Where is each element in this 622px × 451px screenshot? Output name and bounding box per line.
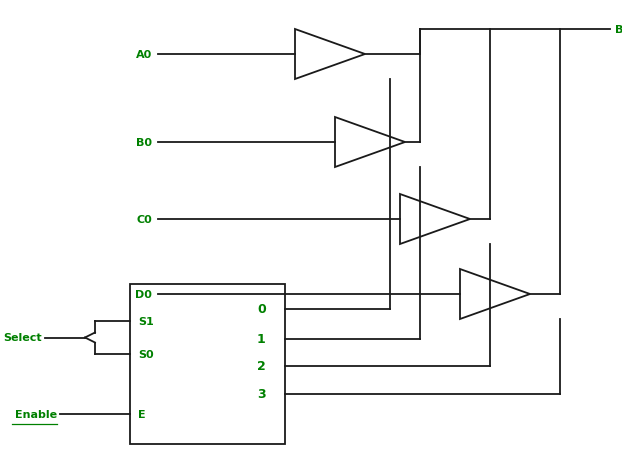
Text: S0: S0 (138, 349, 154, 359)
Text: A0: A0 (136, 50, 152, 60)
Text: Enable: Enable (15, 409, 57, 419)
Text: 3: 3 (257, 388, 266, 400)
Text: D0: D0 (135, 290, 152, 299)
Text: E: E (138, 409, 146, 419)
Text: S1: S1 (138, 316, 154, 326)
Text: C0: C0 (136, 215, 152, 225)
Text: 2: 2 (257, 360, 266, 373)
Text: 1: 1 (257, 333, 266, 346)
Text: Select: Select (3, 333, 42, 343)
Text: Bus line for bit 0: Bus line for bit 0 (615, 25, 622, 35)
Text: B0: B0 (136, 138, 152, 147)
Text: 0: 0 (257, 303, 266, 316)
